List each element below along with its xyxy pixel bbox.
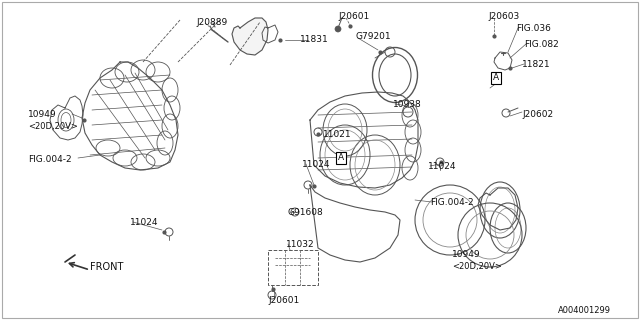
Text: G79201: G79201 (355, 32, 390, 41)
Text: 10949: 10949 (28, 110, 56, 119)
Circle shape (335, 26, 341, 32)
Text: 11821: 11821 (522, 60, 550, 69)
Text: 11024: 11024 (302, 160, 330, 169)
Text: 11024: 11024 (130, 218, 159, 227)
Text: 11024: 11024 (428, 162, 456, 171)
Text: J20601: J20601 (268, 296, 300, 305)
Bar (268, 250, 318, 285)
Text: 10949: 10949 (452, 250, 481, 259)
Text: FIG.036: FIG.036 (516, 24, 551, 33)
Text: A: A (493, 74, 499, 83)
Text: J20889: J20889 (196, 18, 227, 27)
Text: 11831: 11831 (300, 35, 329, 44)
Text: A: A (338, 154, 344, 163)
Text: A004001299: A004001299 (558, 306, 611, 315)
Text: <20D,20V>: <20D,20V> (28, 122, 78, 131)
Text: FIG.082: FIG.082 (524, 40, 559, 49)
Polygon shape (232, 18, 268, 55)
Text: 11032: 11032 (286, 240, 315, 249)
Text: FIG.004-2: FIG.004-2 (430, 198, 474, 207)
Text: J20602: J20602 (522, 110, 553, 119)
Text: FIG.004-2: FIG.004-2 (28, 155, 72, 164)
Text: J20603: J20603 (488, 12, 519, 21)
Text: J20601: J20601 (338, 12, 369, 21)
Text: 11021: 11021 (323, 130, 351, 139)
Text: G91608: G91608 (287, 208, 323, 217)
Text: FRONT: FRONT (90, 262, 124, 272)
Text: 10938: 10938 (393, 100, 422, 109)
Text: <20D,20V>: <20D,20V> (452, 262, 502, 271)
